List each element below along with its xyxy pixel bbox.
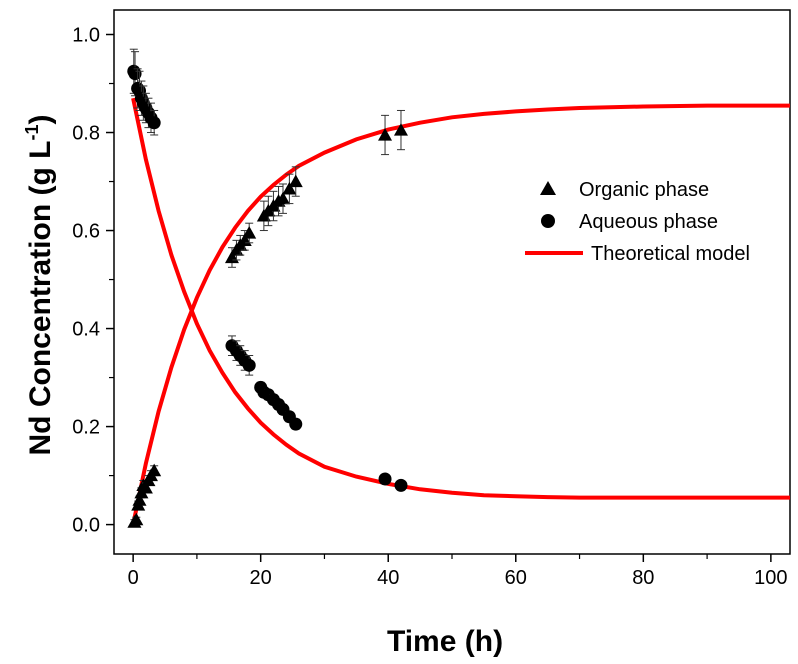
legend-label-organic: Organic phase (579, 179, 709, 201)
organic-point (393, 123, 408, 136)
model-curves (131, 97, 790, 526)
axes-group: 0 20 40 60 80 100 0.0 0.2 0.4 0.6 0.8 1.0 (72, 9, 791, 589)
y-axis-title-sup: -1 (22, 125, 42, 141)
y-tick-label: 0.2 (72, 417, 100, 439)
legend: Organic phase Aqueous phase Theoretical mo… (525, 179, 750, 265)
organic-point (132, 493, 147, 506)
x-tick-label: 80 (632, 567, 654, 589)
organic-point (288, 174, 303, 188)
y-tick-label: 0.6 (72, 221, 100, 243)
y-tick-label: 0.0 (72, 515, 100, 537)
legend-circle-icon (541, 214, 555, 228)
y-tick-label: 0.8 (72, 123, 100, 145)
data-points (127, 48, 408, 528)
aqueous-point (242, 358, 256, 372)
x-tick-label: 0 (128, 567, 139, 589)
organic-point (129, 512, 144, 526)
organic-point (276, 191, 290, 205)
y-tick-label: 1.0 (72, 25, 100, 47)
organic-point (378, 127, 393, 141)
legend-label-model: Theoretical model (591, 243, 750, 265)
organic-point (138, 480, 153, 494)
x-tick-label: 60 (505, 567, 527, 589)
model-curve-aqueous (131, 97, 790, 500)
x-tick-label: 40 (377, 567, 399, 589)
y-axis-title: Nd Concentration (g L-1) (22, 115, 57, 456)
aqueous-point (147, 116, 161, 130)
plot-frame (113, 9, 791, 555)
legend-triangle-icon (540, 181, 556, 195)
y-axis-title-close: ) (24, 115, 57, 125)
y-tick-label: 0.4 (72, 319, 100, 341)
x-axis-title: Time (h) (387, 625, 503, 658)
x-tick-label: 20 (250, 567, 272, 589)
aqueous-point (394, 478, 408, 492)
aqueous-point (378, 472, 392, 486)
aqueous-point (128, 67, 142, 81)
x-tick-label: 100 (754, 567, 787, 589)
legend-label-aqueous: Aqueous phase (579, 211, 718, 233)
model-curve-organic (131, 103, 790, 526)
aqueous-point (289, 417, 303, 431)
organic-point (242, 225, 257, 239)
organic-point (147, 463, 162, 477)
y-axis-title-main: Nd Concentration (g L (24, 141, 57, 456)
organic-point (282, 181, 297, 195)
